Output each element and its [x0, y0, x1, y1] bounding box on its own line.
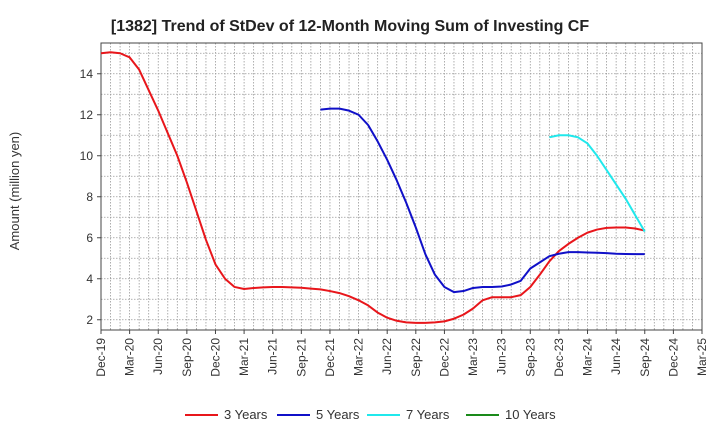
- y-tick-label: 10: [80, 149, 94, 163]
- legend-label: 7 Years: [406, 407, 450, 422]
- y-tick-label: 14: [80, 67, 94, 81]
- series-line-5-years: [320, 107, 645, 294]
- x-tick-label: Sep-24: [638, 338, 652, 377]
- x-tick-label: Sep-22: [409, 338, 423, 377]
- x-tick-label: Dec-21: [323, 338, 337, 377]
- x-tick-label: Dec-20: [208, 338, 222, 377]
- y-tick-label: 12: [80, 108, 94, 122]
- x-tick-label: Mar-23: [466, 338, 480, 376]
- x-tick-label: Sep-21: [294, 338, 308, 377]
- plot-area-frame: [100, 42, 703, 331]
- y-tick-label: 4: [86, 272, 93, 286]
- x-tick-label: Dec-24: [666, 338, 680, 377]
- legend-label: 3 Years: [224, 407, 268, 422]
- x-tick-label: Dec-19: [94, 338, 108, 377]
- x-tick-label: Sep-20: [180, 338, 194, 377]
- series-line-3-years: [100, 51, 645, 324]
- grid-lines: [100, 43, 703, 330]
- legend-label: 10 Years: [505, 407, 556, 422]
- x-tick-label: Jun-21: [266, 338, 280, 375]
- y-tick-label: 8: [86, 190, 93, 204]
- y-axis-label: Amount (million yen): [7, 132, 22, 251]
- x-tick-label: Jun-20: [151, 338, 165, 375]
- x-tick-label: Mar-22: [352, 338, 366, 376]
- series-line-7-years: [549, 134, 646, 233]
- series-lines: [100, 51, 646, 324]
- x-tick-label: Jun-24: [609, 338, 623, 375]
- x-tick-label: Dec-23: [552, 338, 566, 377]
- legend-label: 5 Years: [316, 407, 360, 422]
- x-tick-label: Mar-21: [237, 338, 251, 376]
- x-tick-label: Dec-22: [437, 338, 451, 377]
- x-tick-label: Sep-23: [523, 338, 537, 377]
- y-axis-ticks: 2 4 6 8 10 12 14: [80, 67, 101, 327]
- y-tick-label: 6: [86, 231, 93, 245]
- x-tick-label: Mar-25: [695, 338, 709, 376]
- x-tick-label: Jun-23: [495, 338, 509, 375]
- x-tick-label: Jun-22: [380, 338, 394, 375]
- legend: 3 Years 5 Years 7 Years 10 Years: [185, 407, 556, 422]
- x-axis-ticks: Dec-19 Mar-20 Jun-20 Sep-20 Dec-20 Mar-21 Jun-…: [94, 330, 709, 377]
- chart-title: [1382] Trend of StDev of 12-Month Moving…: [111, 18, 589, 35]
- y-tick-label: 2: [86, 313, 93, 327]
- x-tick-label: Mar-20: [123, 338, 137, 376]
- x-tick-label: Mar-24: [581, 338, 595, 376]
